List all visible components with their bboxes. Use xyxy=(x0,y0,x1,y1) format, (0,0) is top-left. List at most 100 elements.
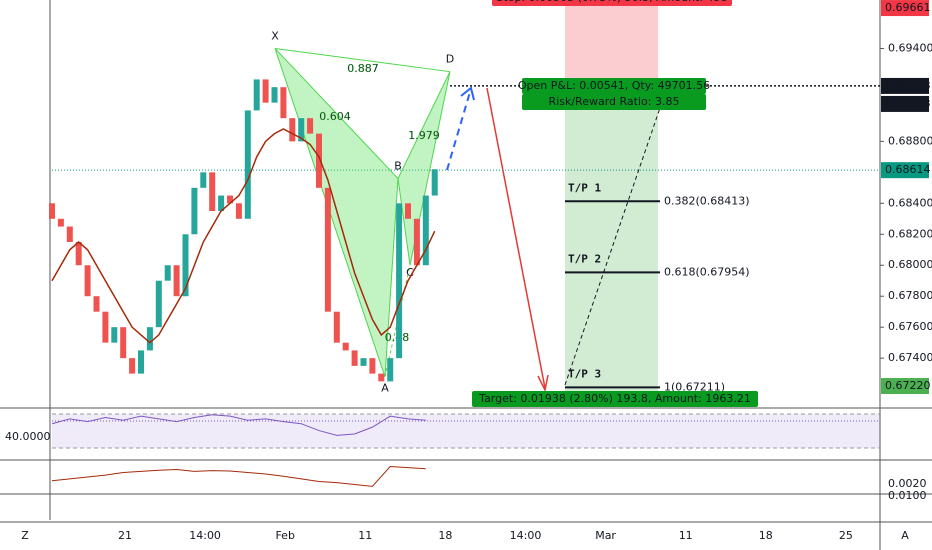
candle xyxy=(351,350,358,366)
candle xyxy=(378,373,385,382)
take-profit-text: 0.618(0.67954) xyxy=(664,265,750,278)
x-tick-label: 14:00 xyxy=(510,529,542,542)
candle xyxy=(396,203,403,359)
candle xyxy=(316,133,322,188)
candle xyxy=(75,242,82,266)
candle xyxy=(289,118,296,142)
pattern-point-label: A xyxy=(381,382,389,395)
x-tick-label: 18 xyxy=(759,529,773,542)
candle xyxy=(387,358,394,382)
oscillator-line xyxy=(51,465,426,487)
candle xyxy=(413,218,420,266)
candle xyxy=(191,187,198,235)
x-tick-label: 14:00 xyxy=(189,529,221,542)
candle xyxy=(57,218,64,227)
candle xyxy=(155,280,162,328)
price-label-box xyxy=(881,378,929,395)
candle xyxy=(298,118,305,142)
candle xyxy=(333,311,340,343)
pattern-point-label: X xyxy=(271,29,279,42)
candle xyxy=(280,87,287,119)
oscillator-label: 0.0100 xyxy=(888,489,927,502)
candle xyxy=(209,172,216,212)
take-profit-name: T/P 2 xyxy=(568,252,601,265)
candle xyxy=(102,311,109,343)
y-tick-label: 0.67800 xyxy=(888,289,932,302)
x-tick-label: 21 xyxy=(118,529,132,542)
candle xyxy=(164,265,171,281)
price-label-box xyxy=(881,0,929,17)
candle xyxy=(342,342,349,351)
pattern-point-label: C xyxy=(406,266,414,279)
stop-label-box xyxy=(492,0,732,6)
take-profit-text: 0.382(0.68413) xyxy=(664,194,750,207)
pnl-label: Open P&L: 0.00541, Qty: 49701.56 xyxy=(518,79,710,92)
candle xyxy=(253,79,260,111)
x-tick-label: 11 xyxy=(679,529,693,542)
x-tick-label: 11 xyxy=(358,529,372,542)
candle xyxy=(146,327,153,351)
pattern-point-label: D xyxy=(446,53,454,66)
stop-label: Stop: 0.00503 (0.73%) 50.3, Amount: 498 xyxy=(496,0,727,4)
candle xyxy=(218,195,225,212)
pattern-leg xyxy=(274,47,451,73)
moving-average xyxy=(51,128,436,344)
reward-zone xyxy=(565,88,658,392)
candle xyxy=(431,169,438,196)
rsi-band xyxy=(52,414,880,448)
candle xyxy=(360,358,367,366)
candle xyxy=(129,358,136,374)
candle xyxy=(93,296,100,312)
oscillator-label: 0.0020 xyxy=(888,477,927,490)
price-label-box xyxy=(881,77,929,94)
candle xyxy=(66,226,73,243)
target-label: Target: 0.01938 (2.80%) 193.8, Amount: 1… xyxy=(478,392,751,405)
blue-arrow xyxy=(446,91,471,171)
take-profit-name: T/P 3 xyxy=(568,367,601,380)
rr-label: Risk/Reward Ratio: 3.85 xyxy=(549,95,680,108)
pnl-label-box xyxy=(522,78,706,94)
candle xyxy=(173,265,180,297)
corner-left[interactable]: Z xyxy=(21,529,29,542)
x-tick-label: 18 xyxy=(438,529,452,542)
candle xyxy=(200,172,207,188)
y-tick-label: 0.69400 xyxy=(888,41,932,54)
y-tick-label: 0.68800 xyxy=(888,134,932,147)
price-label: 0.67220 xyxy=(885,379,931,392)
ratio-label: 0.887 xyxy=(347,62,379,75)
take-profit-name: T/P 1 xyxy=(568,181,601,194)
price-label: 0.68614 xyxy=(885,163,931,176)
candle xyxy=(324,187,331,312)
rsi-label: 40.0000 xyxy=(5,430,51,443)
risk-zone xyxy=(565,0,658,88)
candle xyxy=(227,195,233,204)
x-tick-label: Feb xyxy=(275,529,294,542)
y-tick-label: 0.67600 xyxy=(888,320,932,333)
candle xyxy=(182,234,189,297)
rsi-line xyxy=(51,414,426,436)
candle xyxy=(369,358,376,374)
candle xyxy=(244,110,251,219)
candle xyxy=(84,265,91,297)
red-arrow-head xyxy=(537,374,549,393)
y-tick-label: 0.67400 xyxy=(888,351,932,364)
candle xyxy=(235,203,242,219)
corner-right[interactable]: A xyxy=(901,529,909,542)
ratio-label: 1.979 xyxy=(408,129,440,142)
ratio-label: 0.604 xyxy=(319,110,351,123)
candle xyxy=(262,79,269,103)
candle xyxy=(405,203,411,219)
price-label-box xyxy=(881,95,929,112)
price-label: 0.69661 xyxy=(885,1,931,14)
y-tick-label: 0.68200 xyxy=(888,227,932,240)
blue-arrow-head xyxy=(460,86,475,101)
candle xyxy=(49,203,55,219)
price-label-box xyxy=(881,162,929,179)
take-profit-text: 1(0.67211) xyxy=(664,380,725,393)
candle xyxy=(422,195,429,266)
pattern-point-label: B xyxy=(394,160,402,173)
candle xyxy=(111,327,118,343)
x-tick-label: Mar xyxy=(595,529,616,542)
